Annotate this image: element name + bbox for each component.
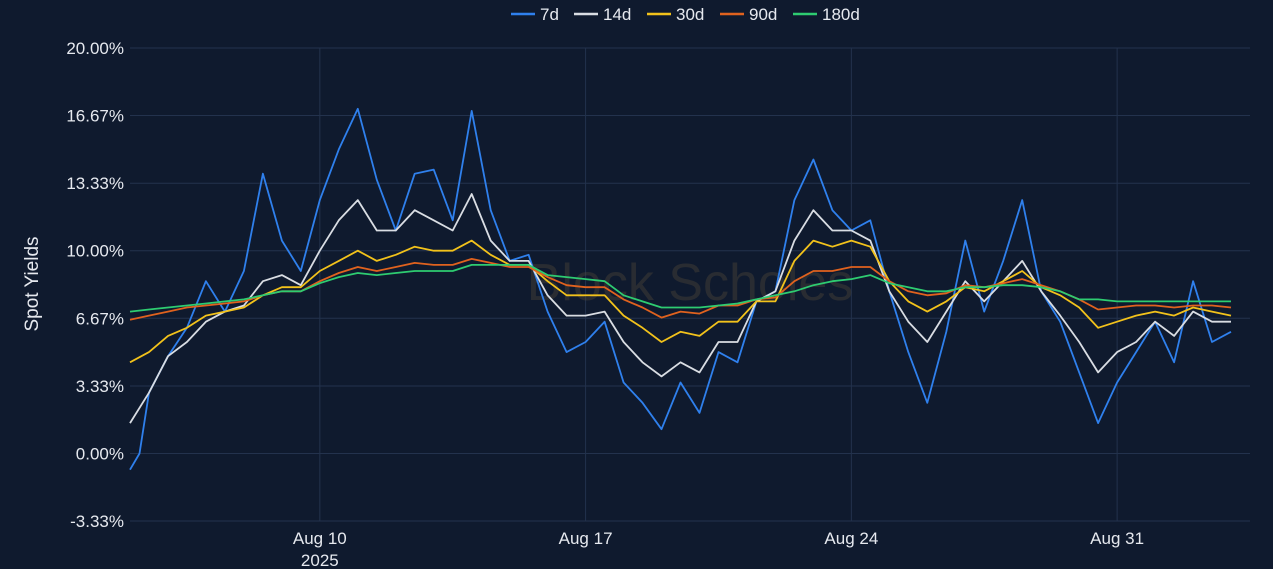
x-tick-label: Aug 31 (1090, 529, 1144, 548)
grid-lines (130, 47, 1250, 522)
legend-item-7d[interactable]: 7d (511, 5, 559, 24)
x-tick-year-label: 2025 (301, 551, 339, 569)
y-tick-label: 0.00% (76, 444, 124, 463)
series-line-30d (129, 239, 1232, 364)
legend[interactable]: 7d 14d 30d 90d 180d (511, 5, 860, 24)
legend-item-30d[interactable]: 30d (647, 5, 704, 24)
y-tick-label: 20.00% (66, 39, 124, 58)
y-tick-label: 6.67% (76, 309, 124, 328)
series-lines (129, 107, 1232, 471)
y-tick-label: 13.33% (66, 174, 124, 193)
y-axis-ticks: 20.00% 16.67% 13.33% 10.00% 6.67% 3.33% 0.00% -… (66, 39, 124, 531)
x-tick-label: Aug 10 (293, 529, 347, 548)
y-tick-label: 16.67% (66, 107, 124, 126)
x-tick-label: Aug 24 (824, 529, 878, 548)
y-tick-label: 3.33% (76, 377, 124, 396)
legend-label: 30d (676, 5, 704, 24)
series-line-90d (129, 258, 1232, 321)
x-tick-label: Aug 17 (559, 529, 613, 548)
legend-item-90d[interactable]: 90d (720, 5, 777, 24)
legend-item-14d[interactable]: 14d (574, 5, 631, 24)
legend-label: 180d (822, 5, 860, 24)
x-axis-ticks: Aug 10 2025 Aug 17 Aug 24 Aug 31 (293, 529, 1144, 569)
legend-item-180d[interactable]: 180d (793, 5, 860, 24)
series-line-180d (129, 264, 1231, 313)
legend-label: 90d (749, 5, 777, 24)
y-axis-title: Spot Yields (22, 236, 43, 331)
series-line-14d (129, 193, 1231, 424)
legend-label: 14d (603, 5, 631, 24)
y-tick-label: 10.00% (66, 242, 124, 261)
watermark: Block Scholes (527, 254, 854, 312)
y-tick-label: -3.33% (70, 512, 124, 531)
legend-label: 7d (540, 5, 559, 24)
